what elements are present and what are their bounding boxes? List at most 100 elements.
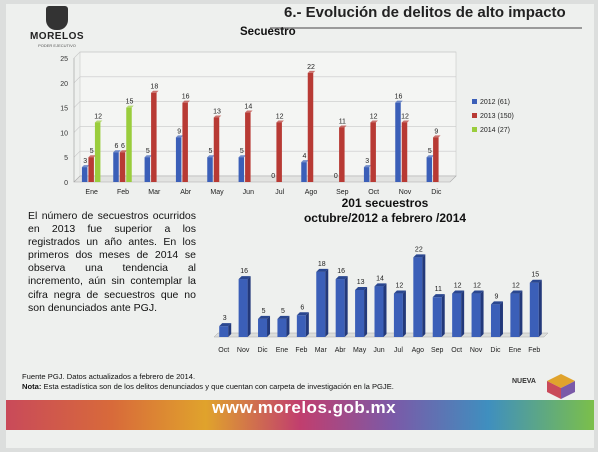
chart1-title: Secuestro (240, 26, 296, 38)
data-label2-4: 6 (300, 304, 304, 311)
bar-0-3 (175, 137, 182, 182)
x-tick-label2-1: Nov (237, 347, 250, 354)
data-label2-11: 11 (435, 286, 442, 293)
data-label2-15: 12 (512, 283, 520, 290)
bar-top-1-10 (401, 120, 410, 123)
bar2-2 (258, 318, 268, 337)
bar-2-0 (94, 122, 101, 182)
bar-1-0 (88, 157, 94, 182)
page-title: 6.- Evolución de delitos de alto impacto (284, 4, 566, 21)
x-tick-label-3: Abr (180, 189, 192, 196)
x-tick-label2-10: Ago (412, 347, 425, 354)
bar-top-0-2 (144, 155, 153, 158)
x-tick-label-7: Ago (305, 189, 318, 196)
methodology-note: Nota: Esta estadística son de los delito… (22, 382, 394, 392)
bar-1-9 (370, 122, 376, 182)
nueva-badge: NUEVA (512, 378, 536, 385)
gridline-diag-3 (73, 101, 81, 108)
chart2-title-line1: 201 secuestros (341, 196, 429, 210)
bar-top-1-2 (151, 90, 159, 93)
data-label-0-2: 5 (146, 148, 150, 155)
bar-1-4 (213, 117, 220, 182)
data-label-0-10: 16 (395, 94, 403, 101)
data-label2-6: 16 (337, 268, 345, 275)
x-tick-label2-13: Nov (470, 347, 483, 354)
data-label-1-0: 5 (90, 148, 94, 155)
bar2-1 (238, 279, 248, 337)
bar-top-0-5 (238, 155, 247, 158)
bar2-side-2 (267, 315, 271, 337)
bar-top-0-10 (395, 100, 403, 103)
bar2-13 (471, 293, 481, 337)
bar-top-0-1 (113, 150, 121, 153)
bar2-top-2 (258, 315, 271, 319)
y-tick-label-5: 25 (60, 56, 68, 63)
bar2-15 (510, 293, 520, 337)
bar2-9 (393, 293, 403, 337)
data-label-2-0: 12 (94, 113, 102, 120)
bar2-top-7 (355, 286, 368, 290)
bar2-top-1 (238, 276, 251, 280)
bar-0-7 (301, 162, 307, 182)
data-label2-14: 9 (495, 293, 499, 300)
bar2-top-4 (296, 312, 309, 316)
data-label2-5: 18 (318, 261, 326, 268)
x-tick-label2-5: Mar (315, 347, 328, 354)
legend-label-0: 2012 (61) (480, 99, 510, 106)
bar-1-1 (119, 152, 126, 182)
bar2-side-11 (441, 294, 445, 337)
bar2-side-0 (228, 323, 232, 337)
bar-top-0-3 (175, 135, 184, 138)
bar2-top-3 (277, 315, 290, 319)
bar-top-1-0 (88, 155, 96, 158)
analysis-paragraph: El número de secuestros ocurridos en 201… (28, 210, 196, 314)
data-label-1-5: 14 (244, 104, 252, 111)
bar-top-1-9 (370, 120, 378, 123)
bar-top-2-1 (126, 105, 134, 108)
bar-top-1-6 (276, 120, 284, 123)
bar-top-0-7 (301, 160, 309, 163)
website-link[interactable]: www.morelos.gob.mx (212, 398, 397, 417)
x-tick-label-0: Ene (85, 189, 98, 196)
bar-1-10 (401, 122, 408, 182)
bar2-8 (374, 286, 384, 337)
bar2-side-4 (305, 312, 309, 337)
data-label-0-7: 4 (303, 153, 307, 160)
data-label-1-9: 12 (370, 113, 378, 120)
bar-0-5 (238, 157, 245, 182)
y-tick-label-2: 10 (60, 130, 68, 137)
bar-1-2 (151, 92, 157, 182)
bar-top-0-11 (426, 155, 435, 158)
plot-floor (73, 175, 457, 183)
bar2-top-10 (413, 254, 426, 258)
bar2-top-13 (471, 290, 484, 294)
bar-top-0-9 (363, 165, 372, 168)
x-tick-label2-12: Oct (451, 347, 462, 354)
x-tick-label2-11: Sep (431, 347, 444, 354)
bar-top-1-3 (182, 100, 190, 103)
bar-0-2 (144, 157, 151, 182)
bar-0-10 (395, 102, 401, 182)
x-tick-label2-8: Jun (373, 347, 384, 354)
data-label-0-0: 3 (83, 158, 87, 165)
data-label2-8: 14 (376, 275, 384, 282)
bar2-side-7 (364, 286, 368, 337)
bar-1-8 (339, 127, 345, 182)
bar2-top-6 (335, 276, 348, 280)
bar-top-1-7 (307, 70, 316, 73)
bar2-7 (355, 289, 365, 337)
bar2-top-12 (452, 290, 465, 294)
x-tick-label-2: Mar (148, 189, 161, 196)
data-label-1-7: 22 (307, 64, 315, 71)
bar2-side-15 (519, 290, 523, 337)
bar-1-11 (433, 137, 439, 182)
x-tick-label2-9: Jul (394, 347, 403, 354)
bar-0-9 (363, 167, 370, 182)
bar2-5 (316, 271, 326, 337)
data-label-1-4: 13 (213, 109, 221, 116)
bar-top-2-0 (94, 120, 103, 123)
legend-swatch-2 (472, 127, 477, 132)
data-label-0-5: 5 (240, 148, 244, 155)
data-label2-1: 16 (240, 268, 248, 275)
